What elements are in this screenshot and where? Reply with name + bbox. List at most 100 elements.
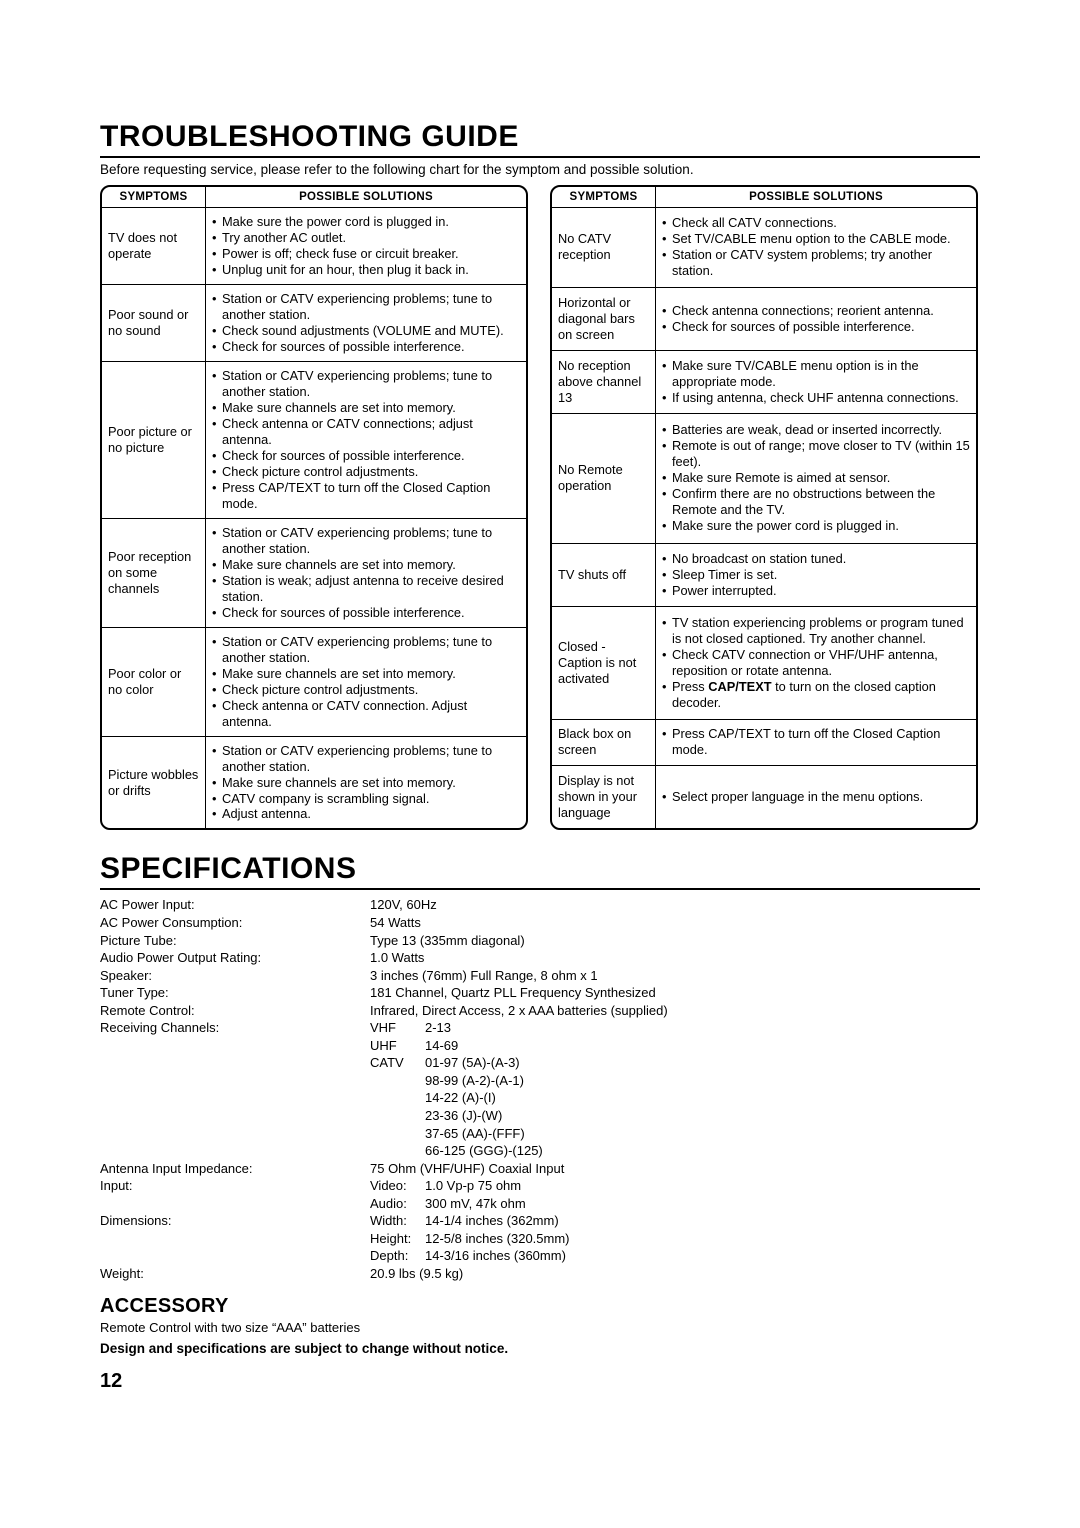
accessory-text: Remote Control with two size “AAA” batte… (100, 1320, 980, 1335)
specifications-title: SPECIFICATIONS (100, 852, 980, 890)
solution-item: Make sure the power cord is plugged in. (212, 214, 520, 230)
spec-label: AC Power Input: (100, 896, 370, 914)
symptom-cell: Poor color or no color (102, 627, 206, 736)
solution-cell: No broadcast on station tuned.Sleep Time… (656, 543, 976, 606)
specifications-grid: AC Power Input:120V, 60HzAC Power Consum… (100, 896, 980, 1282)
spec-label: Dimensions: (100, 1212, 370, 1265)
solution-item: Sleep Timer is set. (662, 567, 970, 583)
symptom-cell: Black box on screen (552, 719, 656, 766)
symptom-cell: No Remote operation (552, 413, 656, 542)
page-number: 12 (100, 1370, 980, 1393)
solution-item: Unplug unit for an hour, then plug it ba… (212, 262, 520, 278)
symptom-cell: No reception above channel 13 (552, 350, 656, 413)
spec-value: Type 13 (335mm diagonal) (370, 932, 980, 950)
solution-item: Make sure channels are set into memory. (212, 775, 520, 791)
solution-item: Station or CATV system problems; try ano… (662, 247, 970, 279)
spec-value: 20.9 lbs (9.5 kg) (370, 1265, 980, 1283)
solution-item: Check for sources of possible interferen… (212, 605, 520, 621)
symptom-cell: No CATV reception (552, 208, 656, 287)
symptom-cell: Poor picture or no picture (102, 361, 206, 518)
solution-cell: Select proper language in the menu optio… (656, 765, 976, 828)
solution-cell: Station or CATV experiencing problems; t… (206, 736, 526, 829)
spec-value: Infrared, Direct Access, 2 x AAA batteri… (370, 1002, 980, 1020)
solution-item: Station or CATV experiencing problems; t… (212, 525, 520, 557)
notice-text: Design and specifications are subject to… (100, 1341, 980, 1356)
solution-item: Check all CATV connections. (662, 215, 970, 231)
spec-label: Receiving Channels: (100, 1019, 370, 1159)
accessory-title: ACCESSORY (100, 1295, 980, 1318)
solution-cell: Make sure the power cord is plugged in.T… (206, 208, 526, 284)
spec-value: 3 inches (76mm) Full Range, 8 ohm x 1 (370, 967, 980, 985)
solution-cell: Press CAP/TEXT to turn off the Closed Ca… (656, 719, 976, 766)
symptom-cell: TV does not operate (102, 208, 206, 284)
solution-item: Check sound adjustments (VOLUME and MUTE… (212, 323, 520, 339)
solution-item: Station is weak; adjust antenna to recei… (212, 573, 520, 605)
spec-label: AC Power Consumption: (100, 914, 370, 932)
spec-value: Width:14-1/4 inches (362mm)Height:12-5/8… (370, 1212, 980, 1265)
spec-label: Tuner Type: (100, 984, 370, 1002)
spec-label: Audio Power Output Rating: (100, 949, 370, 967)
solution-cell: Make sure TV/CABLE menu option is in the… (656, 350, 976, 413)
spec-value: 181 Channel, Quartz PLL Frequency Synthe… (370, 984, 980, 1002)
solution-item: Try another AC outlet. (212, 230, 520, 246)
symptom-cell: Horizontal or diagonal bars on screen (552, 287, 656, 350)
solution-item: No broadcast on station tuned. (662, 551, 970, 567)
solution-cell: Check all CATV connections.Set TV/CABLE … (656, 208, 976, 287)
solution-item: Check antenna connections; reorient ante… (662, 303, 970, 319)
trouble-table-left: SYMPTOMS POSSIBLE SOLUTIONS TV does not … (100, 185, 528, 830)
symptom-cell: Display is not shown in your language (552, 765, 656, 828)
solution-cell: Station or CATV experiencing problems; t… (206, 361, 526, 518)
solution-item: Check antenna or CATV connections; adjus… (212, 416, 520, 448)
page: TROUBLESHOOTING GUIDE Before requesting … (0, 0, 1080, 1528)
solution-item: Select proper language in the menu optio… (662, 789, 970, 805)
spec-label: Weight: (100, 1265, 370, 1283)
spec-label: Input: (100, 1177, 370, 1212)
solution-item: Make sure the power cord is plugged in. (662, 518, 970, 534)
troubleshooting-title: TROUBLESHOOTING GUIDE (100, 120, 980, 158)
solution-item: Set TV/CABLE menu option to the CABLE mo… (662, 231, 970, 247)
solution-item: Press CAP/TEXT to turn off the Closed Ca… (212, 480, 520, 512)
col-symptoms: SYMPTOMS (102, 187, 206, 208)
solution-item: Make sure TV/CABLE menu option is in the… (662, 358, 970, 390)
solution-item: Make sure Remote is aimed at sensor. (662, 470, 970, 486)
solution-item: Station or CATV experiencing problems; t… (212, 743, 520, 775)
symptom-cell: Picture wobbles or drifts (102, 736, 206, 829)
solution-cell: Station or CATV experiencing problems; t… (206, 518, 526, 627)
symptom-cell: Poor reception on some channels (102, 518, 206, 627)
symptom-cell: Closed - Caption is not activated (552, 606, 656, 719)
troubleshooting-intro: Before requesting service, please refer … (100, 162, 980, 177)
spec-label: Picture Tube: (100, 932, 370, 950)
solution-item: Station or CATV experiencing problems; t… (212, 368, 520, 400)
solution-item: Remote is out of range; move closer to T… (662, 438, 970, 470)
solution-item: Check picture control adjustments. (212, 682, 520, 698)
solution-item: Press CAP/TEXT to turn off the Closed Ca… (662, 726, 970, 758)
solution-item: Make sure channels are set into memory. (212, 400, 520, 416)
solution-item: Check picture control adjustments. (212, 464, 520, 480)
solution-item: Confirm there are no obstructions betwee… (662, 486, 970, 518)
solution-item: CATV company is scrambling signal. (212, 791, 520, 807)
solution-item: Batteries are weak, dead or inserted inc… (662, 422, 970, 438)
solution-item: Station or CATV experiencing problems; t… (212, 291, 520, 323)
solution-item: Check for sources of possible interferen… (212, 448, 520, 464)
troubleshooting-tables: SYMPTOMS POSSIBLE SOLUTIONS TV does not … (100, 185, 980, 830)
symptom-cell: Poor sound or no sound (102, 284, 206, 361)
solution-item: Make sure channels are set into memory. (212, 666, 520, 682)
solution-cell: TV station experiencing problems or prog… (656, 606, 976, 719)
solution-cell: Batteries are weak, dead or inserted inc… (656, 413, 976, 542)
solution-item: Adjust antenna. (212, 806, 520, 822)
spec-label: Speaker: (100, 967, 370, 985)
spec-value: 1.0 Watts (370, 949, 980, 967)
spec-label: Antenna Input Impedance: (100, 1160, 370, 1178)
spec-value: VHF2-13UHF14-69CATV01-97 (5A)-(A-3)98-99… (370, 1019, 980, 1159)
trouble-table-right: SYMPTOMS POSSIBLE SOLUTIONS No CATV rece… (550, 185, 978, 830)
solution-item: Check antenna or CATV connection. Adjust… (212, 698, 520, 730)
solution-cell: Station or CATV experiencing problems; t… (206, 627, 526, 736)
solution-item: Station or CATV experiencing problems; t… (212, 634, 520, 666)
solution-item: Power interrupted. (662, 583, 970, 599)
col-solutions: POSSIBLE SOLUTIONS (206, 187, 526, 208)
col-solutions: POSSIBLE SOLUTIONS (656, 187, 976, 208)
solution-item: Check for sources of possible interferen… (662, 319, 970, 335)
symptom-cell: TV shuts off (552, 543, 656, 606)
spec-value: 54 Watts (370, 914, 980, 932)
solution-item: Check for sources of possible interferen… (212, 339, 520, 355)
